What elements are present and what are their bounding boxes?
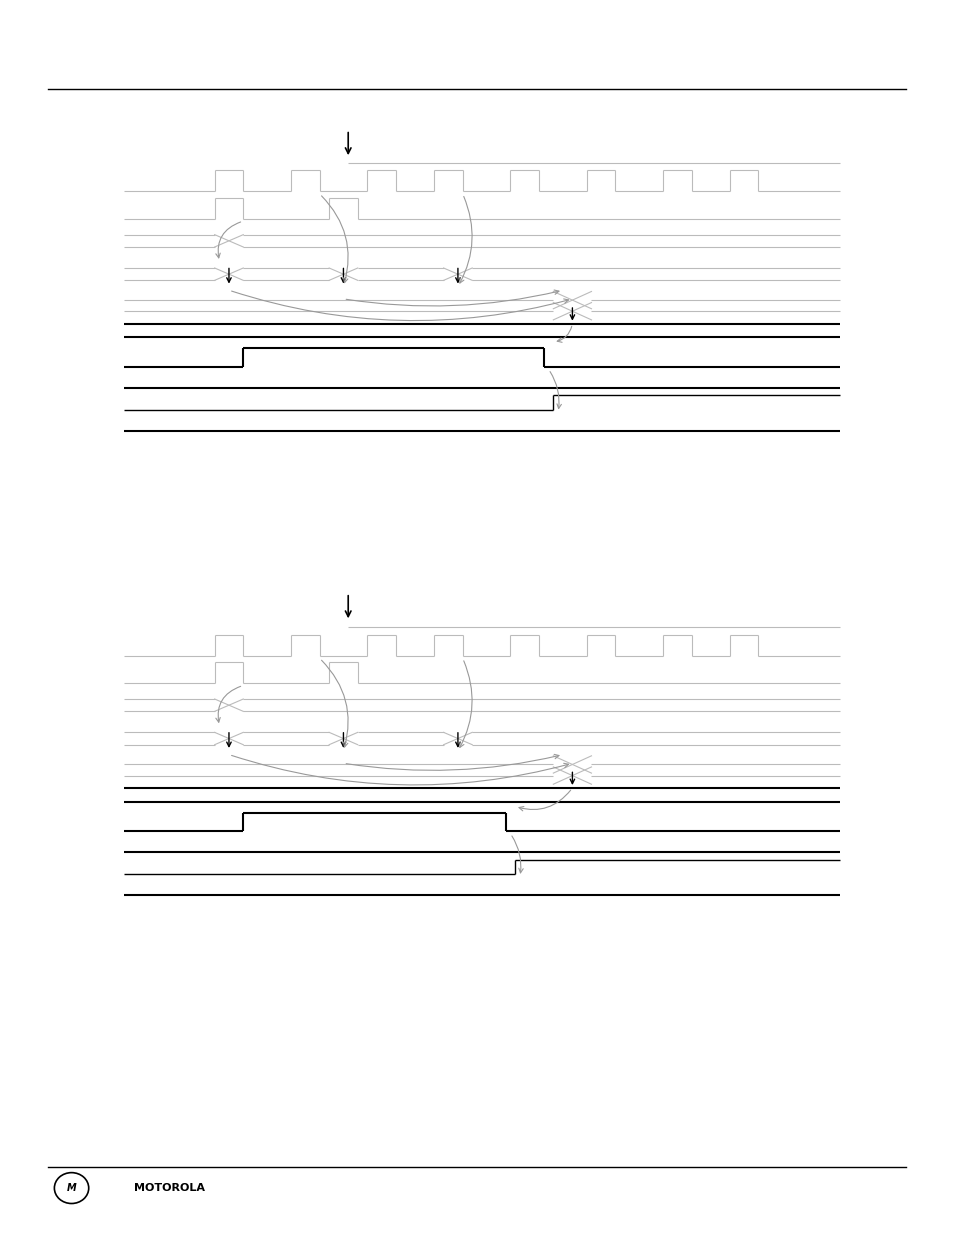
- Text: M: M: [67, 1183, 76, 1193]
- Text: MOTOROLA: MOTOROLA: [133, 1183, 204, 1193]
